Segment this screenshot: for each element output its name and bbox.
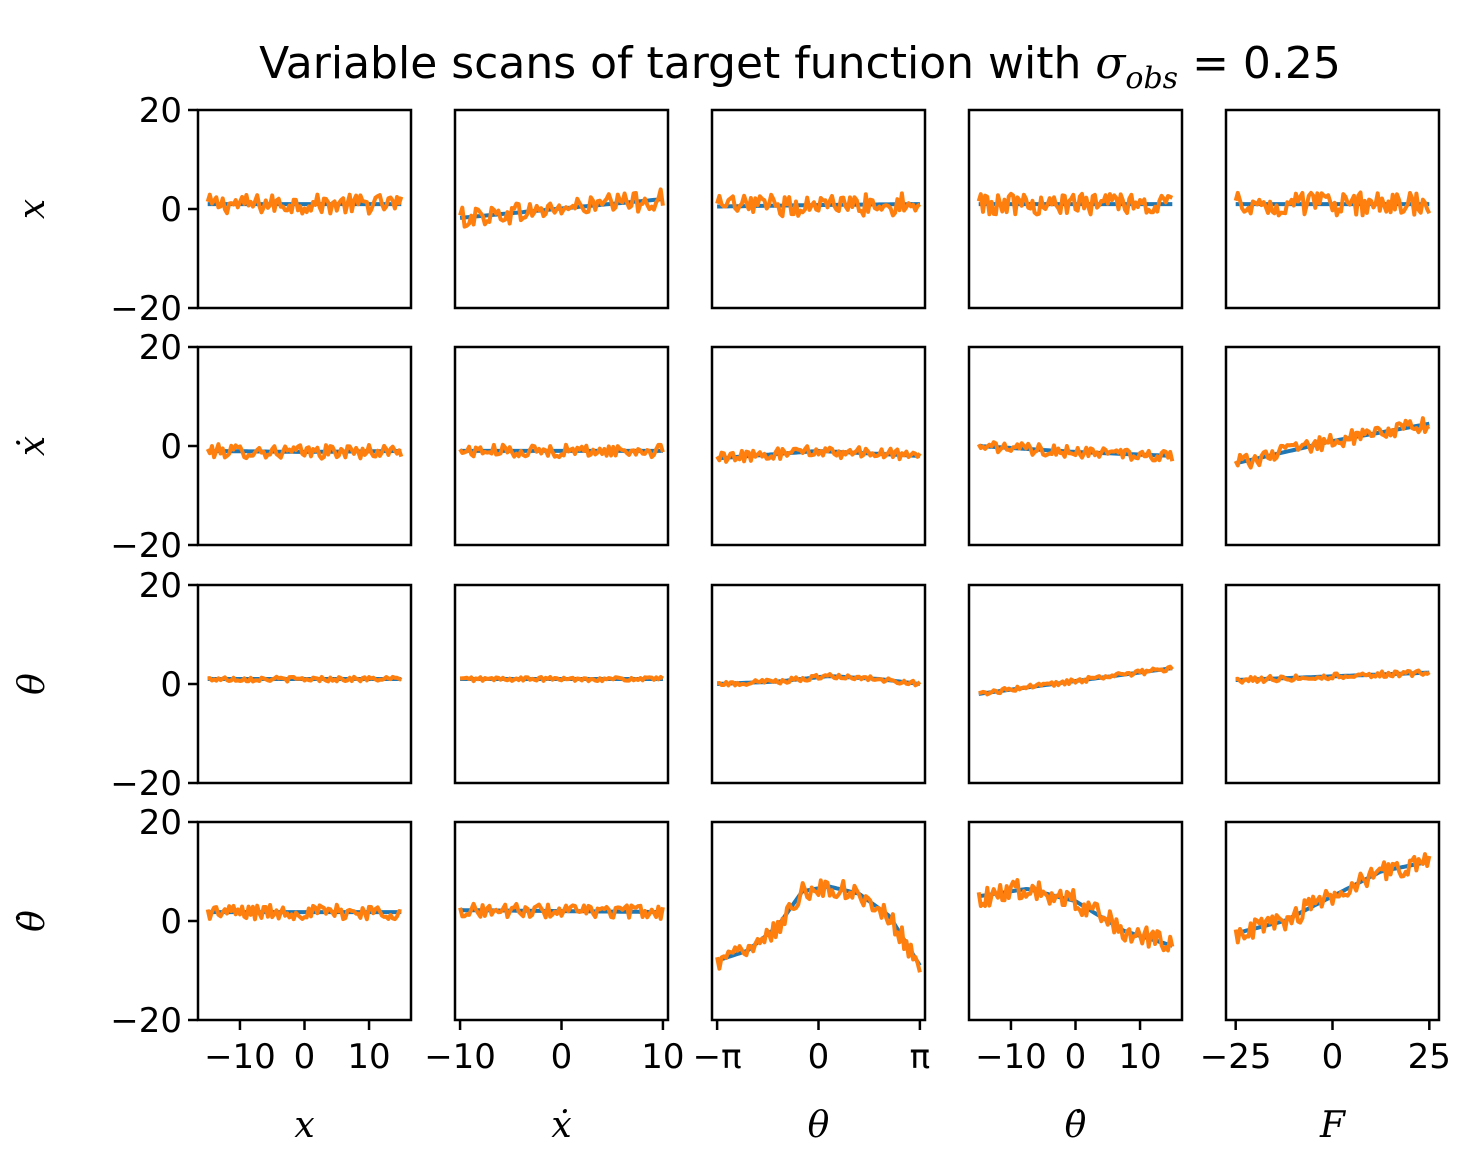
chart-title-prefix: Variable scans of target function with [259,38,1095,89]
chart-title: Variable scans of target function with σ… [259,38,1341,96]
observed-noisy-line [976,440,1175,463]
panel-r3-c4: −25 0 25 F [1200,820,1451,1146]
y-tick-label: −20 [110,526,182,566]
column-label: x [294,1105,314,1146]
x-tick-label: −10 [975,1037,1047,1077]
panel-r3-c0: 20 0 −20 θ̇ −10 0 10 x [12,803,413,1146]
panel-frame [1224,345,1441,547]
panel-frame [967,820,1184,1022]
panel-r0-c2 [710,108,927,310]
row-label: x [12,199,53,219]
chart-title-suffix: = 0.25 [1178,38,1341,89]
panel-frame [453,345,670,547]
column-label: ẋ [551,1105,571,1146]
panel-frame [710,583,927,785]
panel-frame [710,108,927,310]
y-tick-label: 20 [139,91,182,131]
observed-noisy-line [1233,190,1432,218]
x-tick-label: 0 [808,1037,830,1077]
panel-r3-c3: −10 0 10 θ̇ [967,820,1184,1146]
panel-r1-c1 [453,345,670,547]
observed-noisy-line [207,674,403,684]
y-tick-label: 0 [160,427,182,467]
panel-r3-c1: −10 0 10 ẋ [424,820,685,1146]
column-label: F [1319,1105,1347,1146]
panel-frame [967,583,1184,785]
observed-noisy-line [458,442,665,460]
x-tick-label: 25 [1408,1037,1451,1077]
panel-r1-c3 [967,345,1184,547]
panel-r2-c2 [710,583,927,785]
observed-noisy-line [978,664,1174,697]
panel-frame [1224,108,1441,310]
chart-title-subscript: obs [1125,61,1178,96]
panel-r3-c2: −π 0 π θ [693,820,930,1146]
observed-noisy-line [460,675,665,684]
panel-frame [710,345,927,547]
observed-noisy-line [976,878,1175,953]
panel-frame [1224,583,1441,785]
panel-frame [967,345,1184,547]
panel-frame [196,820,413,1022]
panel-r1-c2 [710,345,927,547]
observed-noisy-line [976,191,1174,217]
row-label: θ̇ [12,910,53,932]
panel-r2-c3 [967,583,1184,785]
x-tick-label: π [910,1037,930,1077]
row-label: θ [12,673,53,695]
panel-r2-c1 [453,583,670,785]
x-tick-label: −π [693,1037,742,1077]
x-tick-label: −25 [1200,1037,1272,1077]
observed-noisy-line [458,187,665,229]
panel-r2-c0: 20 0 −20 θ [12,566,413,804]
panel-r0-c1 [453,108,670,310]
x-tick-label: 10 [347,1037,390,1077]
x-tick-label: 10 [1118,1037,1161,1077]
x-tick-label: 0 [1322,1037,1344,1077]
x-tick-label: −10 [424,1037,496,1077]
panel-r0-c4 [1224,108,1441,310]
observed-noisy-line [205,442,404,461]
x-tick-label: 0 [294,1037,316,1077]
observed-noisy-line [715,444,922,464]
observed-noisy-line [458,901,665,921]
x-tick-label: −10 [204,1037,276,1077]
panel-r0-c0: 20 0 −20 x [12,91,413,329]
observed-noisy-line [1233,416,1431,470]
chart-title-symbol: σ [1095,38,1127,89]
observed-noisy-line [205,902,402,922]
observed-noisy-line [1235,668,1431,685]
panel-r1-c4 [1224,345,1441,547]
panel-r2-c4 [1224,583,1441,785]
column-label: θ [808,1105,830,1146]
y-tick-label: 20 [139,803,182,843]
y-tick-label: −20 [110,1001,182,1041]
x-tick-label: 10 [641,1037,684,1077]
y-tick-label: 20 [139,328,182,368]
x-tick-label: 0 [551,1037,573,1077]
observed-noisy-line [715,191,922,219]
y-tick-label: −20 [110,764,182,804]
observed-noisy-line [715,878,922,973]
y-tick-label: 0 [160,665,182,705]
panel-frame [453,820,670,1022]
x-tick-label: 0 [1065,1037,1087,1077]
panel-frame [967,108,1184,310]
panel-frame [453,108,670,310]
y-tick-label: −20 [110,289,182,329]
panel-r1-c0: 20 0 −20 ẋ [12,328,413,566]
row-label: ẋ [12,436,53,456]
panels-grid: 20 0 −20 x 20 0 −20 ẋ 20 0 −20 θ 20 0 −20 θ̇ −10 0 10 x −10 0… [12,91,1451,1146]
observed-noisy-line [1233,852,1432,945]
y-tick-label: 0 [160,190,182,230]
observed-noisy-line [205,192,404,216]
observed-noisy-line [716,672,922,688]
panel-frame [196,583,413,785]
column-label: θ̇ [1065,1105,1087,1146]
y-tick-label: 0 [160,902,182,942]
panel-r0-c3 [967,108,1184,310]
panel-frame [453,583,670,785]
y-tick-label: 20 [139,566,182,606]
